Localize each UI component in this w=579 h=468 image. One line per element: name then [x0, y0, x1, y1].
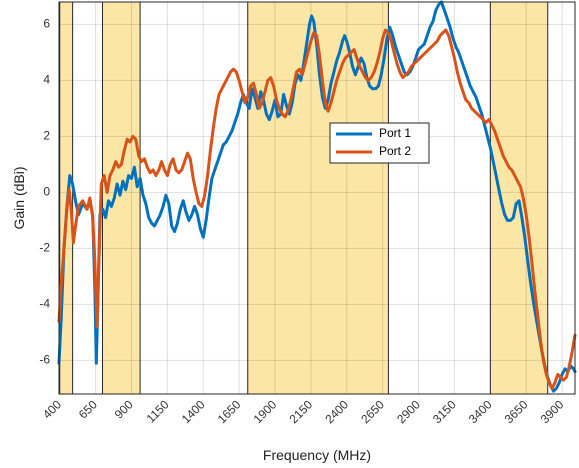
series-line-2 — [57, 28, 577, 390]
x-axis-label: Frequency (MHz) — [263, 447, 371, 463]
y-tick-label: 4 — [43, 73, 50, 87]
y-tick-label: 6 — [43, 17, 50, 31]
y-tick-labels: -6 -4 -2 0 2 4 6 — [39, 17, 50, 367]
plot-frame — [58, 1, 576, 395]
y-tick-label: -4 — [39, 297, 50, 311]
y-tick-label: -2 — [39, 241, 50, 255]
y-tick-label: -6 — [39, 353, 50, 367]
band-1 — [101, 1, 141, 395]
y-axis-label: Gain (dBi) — [11, 166, 27, 229]
legend-box — [329, 122, 430, 164]
legend-label-port-1: Port 1 — [379, 126, 411, 140]
grid — [59, 2, 575, 394]
series-lines — [57, 0, 577, 393]
legend: Port 1 Port 2 — [329, 122, 430, 164]
y-tick-label: 0 — [43, 185, 50, 199]
legend-label-port-2: Port 2 — [379, 144, 411, 158]
y-tick-label: 2 — [43, 129, 50, 143]
